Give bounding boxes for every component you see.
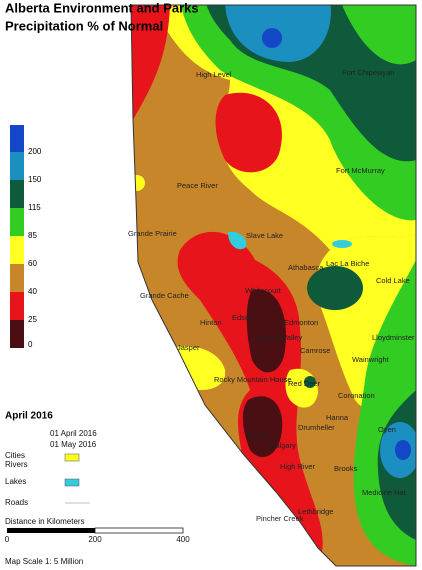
legend-label: 200: [28, 147, 42, 156]
city-label: Jasper: [177, 343, 200, 352]
city-label: Edmonton: [284, 318, 318, 327]
title: Alberta Environment and Parks: [5, 0, 199, 15]
lakes-swatch: [64, 478, 80, 487]
scale-note: Map Scale 1: 5 Million: [5, 557, 83, 566]
city-label: Edson: [232, 313, 253, 322]
scale-bar-filled: [7, 528, 95, 533]
city-label: High River: [280, 462, 316, 471]
period-end: 01 May 2016: [50, 440, 97, 449]
city-label: High Level: [196, 70, 232, 79]
city-label: Hinton: [200, 318, 222, 327]
scale-bar-empty: [94, 527, 184, 534]
scale-tick: 400: [176, 535, 190, 544]
city-label: Whitecourt: [245, 286, 282, 295]
city-label: Fort McMurray: [336, 166, 385, 175]
city-label: Cold Lake: [376, 276, 410, 285]
city-label: Brooks: [334, 464, 358, 473]
key-cities: Cities: [5, 451, 25, 460]
city-label: Drayton Valley: [254, 333, 302, 342]
city-label: Calgary: [270, 441, 296, 450]
key-roads: Roads: [5, 498, 28, 507]
legend-label: 60: [28, 259, 37, 268]
city-label: Athabasca: [288, 263, 324, 272]
key-rivers: Rivers: [5, 460, 28, 469]
legend-swatch: [10, 208, 24, 236]
scale-tick: 0: [5, 535, 10, 544]
city-label: Banff: [248, 431, 266, 440]
legend-label: 40: [28, 287, 37, 296]
legend-swatch: [10, 320, 24, 348]
province-outline: [130, 4, 417, 567]
legend-swatch: [10, 125, 24, 152]
city-label: Hanna: [326, 413, 349, 422]
legend-label: 25: [28, 315, 37, 324]
city-label: Oyen: [378, 425, 396, 434]
legend-label: 115: [28, 203, 41, 212]
city-label: Lethbridge: [298, 507, 333, 516]
city-label: Grande Cache: [140, 291, 189, 300]
cities-swatch: [64, 453, 80, 462]
city-label: Red Deer: [288, 379, 321, 388]
city-label: Camrose: [300, 346, 330, 355]
subtitle: Precipitation % of Normal: [5, 18, 163, 33]
city-label: Fort Chipewyan: [342, 68, 395, 77]
city-label: Grande Prairie: [128, 229, 177, 238]
scale-tick: 200: [88, 535, 102, 544]
city-label: Pincher Creek: [256, 514, 304, 523]
legend-swatch: [10, 236, 24, 264]
legend-swatch: [10, 180, 24, 208]
city-label: Rocky Mountain House: [214, 375, 292, 384]
legend-swatch: [10, 292, 24, 320]
map-regions: [131, 5, 416, 566]
city-label: Coronation: [338, 391, 375, 400]
scale-title: Distance in Kilometers: [5, 517, 85, 526]
city-labels: High Level Fort Chipewyan Peace River Fo…: [128, 68, 415, 523]
city-label: Medicine Hat: [362, 488, 407, 497]
legend-label: 0: [28, 340, 33, 349]
legend-swatch: [10, 264, 24, 292]
period-start: 01 April 2016: [50, 429, 97, 438]
legend-swatch: [10, 152, 24, 180]
period-title: April 2016: [5, 411, 53, 422]
city-label: Wainwright: [352, 355, 390, 364]
city-label: Peace River: [177, 181, 218, 190]
city-label: Drumheller: [298, 423, 335, 432]
city-label: Slave Lake: [246, 231, 283, 240]
legend-label: 85: [28, 231, 37, 240]
key-lakes: Lakes: [5, 477, 26, 486]
legend-label: 150: [28, 175, 42, 184]
city-label: Lac La Biche: [326, 259, 369, 268]
city-label: Lloydminster: [372, 333, 415, 342]
legend: 200 150 115 85 60 40 25 0: [10, 125, 42, 349]
